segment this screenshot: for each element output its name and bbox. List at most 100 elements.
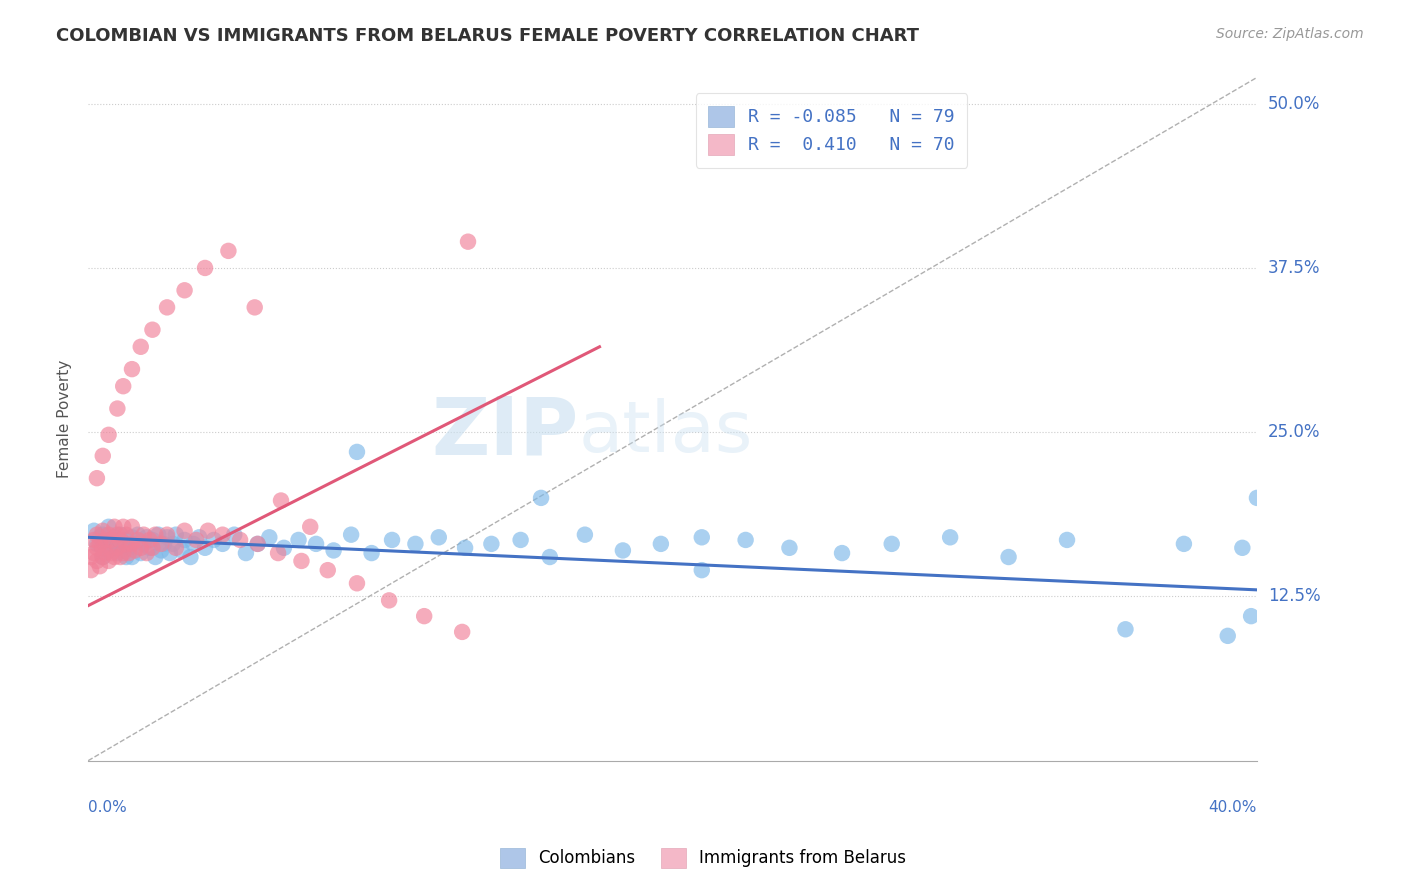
Point — [454, 541, 477, 555]
Point — [138, 541, 160, 555]
Text: 40.0%: 40.0% — [1209, 799, 1257, 814]
Point — [509, 533, 531, 547]
Point — [530, 491, 553, 505]
Point — [143, 549, 166, 564]
Point — [94, 533, 117, 547]
Point — [650, 537, 672, 551]
Point — [124, 543, 146, 558]
Point — [1114, 622, 1136, 636]
Point — [690, 563, 713, 577]
Point — [112, 543, 135, 558]
Point — [141, 323, 163, 337]
Point — [127, 533, 149, 547]
Point — [186, 533, 208, 547]
Point — [170, 543, 193, 558]
Point — [91, 524, 114, 538]
Point — [273, 541, 295, 555]
Point — [86, 471, 108, 485]
Point — [1246, 491, 1268, 505]
Point — [404, 537, 426, 551]
Point — [105, 537, 128, 551]
Legend: Colombians, Immigrants from Belarus: Colombians, Immigrants from Belarus — [494, 841, 912, 875]
Point — [121, 537, 143, 551]
Point — [179, 549, 201, 564]
Point — [246, 537, 269, 551]
Point — [997, 549, 1019, 564]
Point — [457, 235, 479, 249]
Point — [100, 533, 122, 547]
Point — [360, 546, 382, 560]
Point — [121, 362, 143, 376]
Point — [156, 530, 179, 544]
Point — [129, 541, 152, 555]
Point — [143, 527, 166, 541]
Point — [94, 533, 117, 547]
Point — [229, 533, 252, 547]
Point — [80, 549, 103, 564]
Point — [194, 260, 217, 275]
Point — [100, 541, 122, 555]
Point — [148, 527, 170, 541]
Point — [94, 546, 117, 560]
Text: 37.5%: 37.5% — [1268, 259, 1320, 277]
Point — [91, 549, 114, 564]
Point — [91, 541, 114, 555]
Point — [1216, 629, 1239, 643]
Point — [110, 549, 132, 564]
Point — [734, 533, 756, 547]
Point — [316, 563, 339, 577]
Point — [1240, 609, 1263, 624]
Point — [89, 559, 111, 574]
Point — [479, 537, 502, 551]
Point — [97, 520, 120, 534]
Point — [346, 576, 368, 591]
Text: COLOMBIAN VS IMMIGRANTS FROM BELARUS FEMALE POVERTY CORRELATION CHART: COLOMBIAN VS IMMIGRANTS FROM BELARUS FEM… — [56, 27, 920, 45]
Point — [939, 530, 962, 544]
Point — [110, 527, 132, 541]
Point — [89, 537, 111, 551]
Point — [112, 520, 135, 534]
Point — [118, 541, 141, 555]
Point — [129, 546, 152, 560]
Point — [156, 301, 179, 315]
Point — [270, 493, 292, 508]
Point — [305, 537, 328, 551]
Point — [197, 524, 219, 538]
Point — [103, 520, 125, 534]
Point — [121, 520, 143, 534]
Point — [86, 554, 108, 568]
Point — [150, 537, 173, 551]
Point — [97, 543, 120, 558]
Point — [1173, 537, 1195, 551]
Point — [880, 537, 903, 551]
Point — [159, 546, 181, 560]
Point — [103, 530, 125, 544]
Point — [299, 520, 322, 534]
Point — [267, 546, 290, 560]
Point — [173, 283, 195, 297]
Point — [115, 549, 138, 564]
Point — [246, 537, 269, 551]
Point — [97, 427, 120, 442]
Point — [224, 527, 246, 541]
Point — [141, 533, 163, 547]
Legend: R = -0.085   N = 79, R =  0.410   N = 70: R = -0.085 N = 79, R = 0.410 N = 70 — [696, 94, 967, 168]
Point — [127, 527, 149, 541]
Point — [156, 527, 179, 541]
Point — [150, 543, 173, 558]
Point — [165, 541, 187, 555]
Point — [105, 401, 128, 416]
Point — [690, 530, 713, 544]
Point — [173, 533, 195, 547]
Point — [1232, 541, 1254, 555]
Point — [290, 554, 312, 568]
Text: 25.0%: 25.0% — [1268, 423, 1320, 442]
Point — [86, 541, 108, 555]
Point — [105, 541, 128, 555]
Text: 0.0%: 0.0% — [89, 799, 127, 814]
Point — [217, 244, 239, 258]
Point — [778, 541, 800, 555]
Point — [105, 527, 128, 541]
Point — [121, 549, 143, 564]
Point — [243, 301, 266, 315]
